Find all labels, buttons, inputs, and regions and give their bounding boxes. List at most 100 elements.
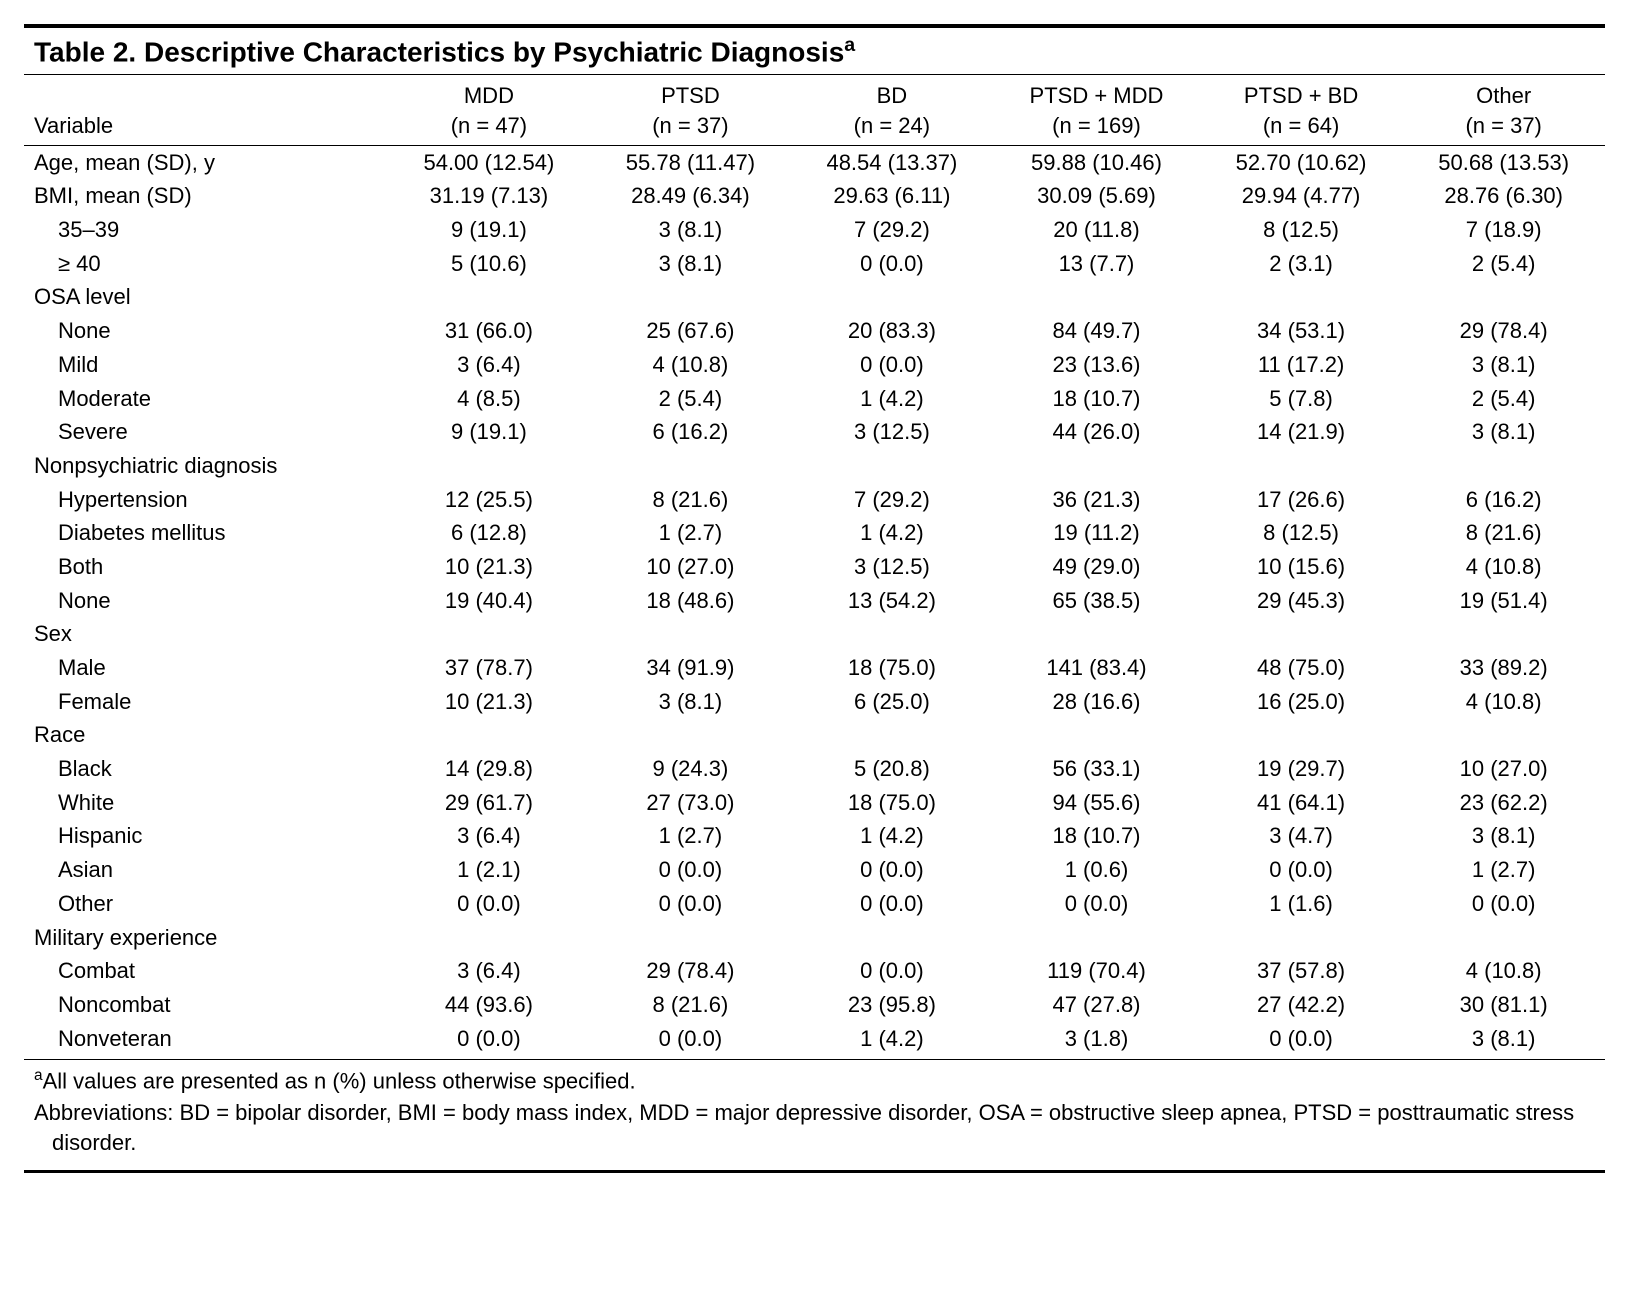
cell-value: 29 (78.4) <box>590 954 790 988</box>
cell-value: 3 (6.4) <box>388 954 591 988</box>
cell-value: 0 (0.0) <box>590 887 790 921</box>
row-label: Female <box>24 685 388 719</box>
cell-value: 6 (16.2) <box>1402 483 1605 517</box>
section-label: Military experience <box>24 921 1605 955</box>
cell-value: 0 (0.0) <box>1402 887 1605 921</box>
cell-value: 1 (4.2) <box>791 819 994 853</box>
group-label: PTSD <box>600 81 780 111</box>
row-label: Diabetes mellitus <box>24 516 388 550</box>
cell-value: 4 (10.8) <box>590 348 790 382</box>
table-row: Black14 (29.8)9 (24.3)5 (20.8)56 (33.1)1… <box>24 752 1605 786</box>
cell-value: 65 (38.5) <box>993 584 1200 618</box>
cell-value: 3 (8.1) <box>590 685 790 719</box>
table-row: Race <box>24 718 1605 752</box>
table-row: Severe9 (19.1)6 (16.2)3 (12.5)44 (26.0)1… <box>24 415 1605 449</box>
cell-value: 3 (8.1) <box>1402 415 1605 449</box>
group-n: (n = 169) <box>1003 111 1190 141</box>
header-ptsd-mdd: PTSD + MDD (n = 169) <box>993 75 1200 145</box>
table-footnotes: aAll values are presented as n (%) unles… <box>24 1059 1605 1169</box>
abbreviations: Abbreviations: BD = bipolar disorder, BM… <box>34 1098 1595 1157</box>
cell-value: 94 (55.6) <box>993 786 1200 820</box>
cell-value: 5 (7.8) <box>1200 382 1403 416</box>
cell-value: 18 (10.7) <box>993 382 1200 416</box>
cell-value: 9 (19.1) <box>388 213 591 247</box>
header-variable: Variable <box>24 75 388 145</box>
footnote-a-text: All values are presented as n (%) unless… <box>43 1069 636 1094</box>
table-body: Age, mean (SD), y54.00 (12.54)55.78 (11.… <box>24 145 1605 1059</box>
table-row: White29 (61.7)27 (73.0)18 (75.0)94 (55.6… <box>24 786 1605 820</box>
cell-value: 14 (29.8) <box>388 752 591 786</box>
cell-value: 119 (70.4) <box>993 954 1200 988</box>
cell-value: 31 (66.0) <box>388 314 591 348</box>
cell-value: 10 (27.0) <box>1402 752 1605 786</box>
cell-value: 0 (0.0) <box>1200 1022 1403 1060</box>
cell-value: 30 (81.1) <box>1402 988 1605 1022</box>
table-row: Mild3 (6.4)4 (10.8)0 (0.0)23 (13.6)11 (1… <box>24 348 1605 382</box>
cell-value: 8 (21.6) <box>590 483 790 517</box>
cell-value: 1 (0.6) <box>993 853 1200 887</box>
cell-value: 28 (16.6) <box>993 685 1200 719</box>
cell-value: 8 (21.6) <box>590 988 790 1022</box>
row-label: Other <box>24 887 388 921</box>
cell-value: 0 (0.0) <box>1200 853 1403 887</box>
cell-value: 4 (8.5) <box>388 382 591 416</box>
table-title: Table 2. Descriptive Characteristics by … <box>24 28 1605 75</box>
footnote-a-sup: a <box>34 1067 43 1084</box>
table-row: Other0 (0.0)0 (0.0)0 (0.0)0 (0.0)1 (1.6)… <box>24 887 1605 921</box>
cell-value: 29 (78.4) <box>1402 314 1605 348</box>
row-label: Severe <box>24 415 388 449</box>
cell-value: 1 (2.7) <box>590 516 790 550</box>
cell-value: 8 (12.5) <box>1200 213 1403 247</box>
cell-value: 0 (0.0) <box>791 954 994 988</box>
row-label: Both <box>24 550 388 584</box>
group-label: PTSD + MDD <box>1003 81 1190 111</box>
table-row: Hypertension12 (25.5)8 (21.6)7 (29.2)36 … <box>24 483 1605 517</box>
section-label: OSA level <box>24 280 1605 314</box>
cell-value: 3 (8.1) <box>590 213 790 247</box>
cell-value: 19 (29.7) <box>1200 752 1403 786</box>
cell-value: 37 (78.7) <box>388 651 591 685</box>
table-row: None19 (40.4)18 (48.6)13 (54.2)65 (38.5)… <box>24 584 1605 618</box>
row-label: Moderate <box>24 382 388 416</box>
cell-value: 31.19 (7.13) <box>388 179 591 213</box>
cell-value: 48 (75.0) <box>1200 651 1403 685</box>
cell-value: 0 (0.0) <box>993 887 1200 921</box>
cell-value: 28.49 (6.34) <box>590 179 790 213</box>
table-head: Variable MDD (n = 47) PTSD (n = 37) BD (… <box>24 75 1605 145</box>
group-n: (n = 24) <box>801 111 984 141</box>
characteristics-table: Variable MDD (n = 47) PTSD (n = 37) BD (… <box>24 75 1605 1059</box>
cell-value: 3 (8.1) <box>1402 348 1605 382</box>
cell-value: 6 (16.2) <box>590 415 790 449</box>
cell-value: 1 (2.7) <box>1402 853 1605 887</box>
cell-value: 29 (61.7) <box>388 786 591 820</box>
cell-value: 14 (21.9) <box>1200 415 1403 449</box>
cell-value: 3 (1.8) <box>993 1022 1200 1060</box>
row-label: Mild <box>24 348 388 382</box>
cell-value: 141 (83.4) <box>993 651 1200 685</box>
cell-value: 1 (1.6) <box>1200 887 1403 921</box>
group-label: BD <box>801 81 984 111</box>
table-row: Noncombat44 (93.6)8 (21.6)23 (95.8)47 (2… <box>24 988 1605 1022</box>
table-row: Nonveteran0 (0.0)0 (0.0)1 (4.2)3 (1.8)0 … <box>24 1022 1605 1060</box>
row-label: 35–39 <box>24 213 388 247</box>
cell-value: 55.78 (11.47) <box>590 145 790 179</box>
cell-value: 49 (29.0) <box>993 550 1200 584</box>
cell-value: 6 (25.0) <box>791 685 994 719</box>
cell-value: 3 (8.1) <box>1402 1022 1605 1060</box>
section-label: Race <box>24 718 1605 752</box>
group-n: (n = 37) <box>600 111 780 141</box>
cell-value: 47 (27.8) <box>993 988 1200 1022</box>
cell-value: 3 (8.1) <box>1402 819 1605 853</box>
table-row: ≥ 405 (10.6)3 (8.1)0 (0.0)13 (7.7)2 (3.1… <box>24 247 1605 281</box>
cell-value: 2 (5.4) <box>1402 247 1605 281</box>
cell-value: 50.68 (13.53) <box>1402 145 1605 179</box>
title-main: Descriptive Characteristics by Psychiatr… <box>144 36 844 67</box>
cell-value: 28.76 (6.30) <box>1402 179 1605 213</box>
row-label: None <box>24 584 388 618</box>
table-row: Combat3 (6.4)29 (78.4)0 (0.0)119 (70.4)3… <box>24 954 1605 988</box>
cell-value: 9 (24.3) <box>590 752 790 786</box>
cell-value: 23 (62.2) <box>1402 786 1605 820</box>
cell-value: 25 (67.6) <box>590 314 790 348</box>
cell-value: 3 (4.7) <box>1200 819 1403 853</box>
group-label: Other <box>1412 81 1595 111</box>
